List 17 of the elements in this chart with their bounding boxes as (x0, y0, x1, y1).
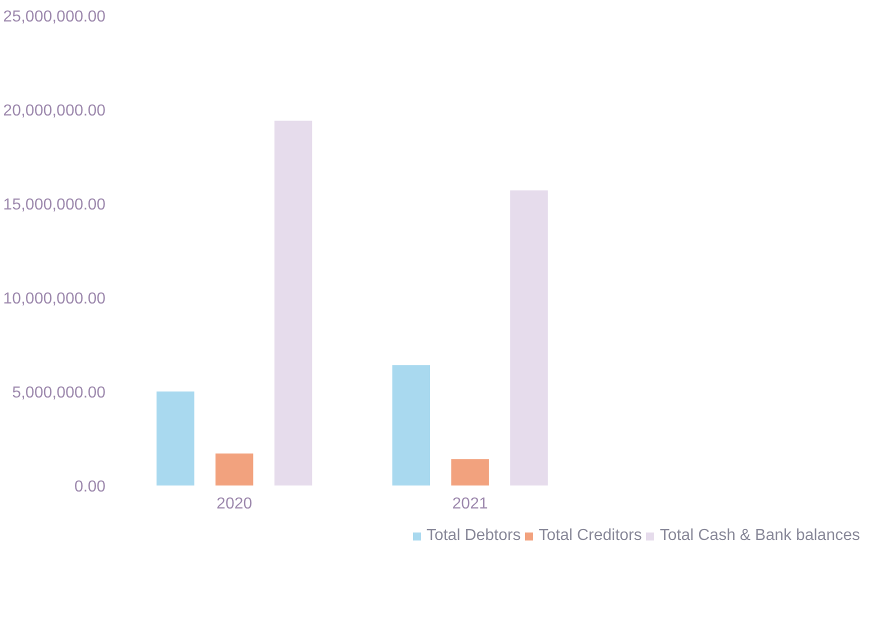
y-tick-label: 5,000,000.00 (12, 384, 106, 402)
bar (156, 392, 194, 486)
y-tick-label: 0.00 (74, 478, 106, 496)
y-tick-label: 20,000,000.00 (3, 102, 106, 120)
bar (451, 459, 489, 486)
bar (510, 190, 548, 486)
x-tick-label: 2020 (216, 496, 252, 512)
legend-label: Total Cash & Bank balances (660, 527, 860, 545)
bar (216, 454, 254, 486)
legend-label: Total Debtors (426, 527, 521, 545)
bar (274, 120, 312, 486)
legend-label: Total Creditors (538, 527, 642, 545)
y-tick-label: 15,000,000.00 (3, 196, 106, 214)
bar (392, 365, 430, 486)
y-tick-label: 10,000,000.00 (3, 290, 106, 308)
x-tick-label: 2021 (452, 496, 488, 512)
y-tick-label: 25,000,000.00 (3, 8, 106, 26)
